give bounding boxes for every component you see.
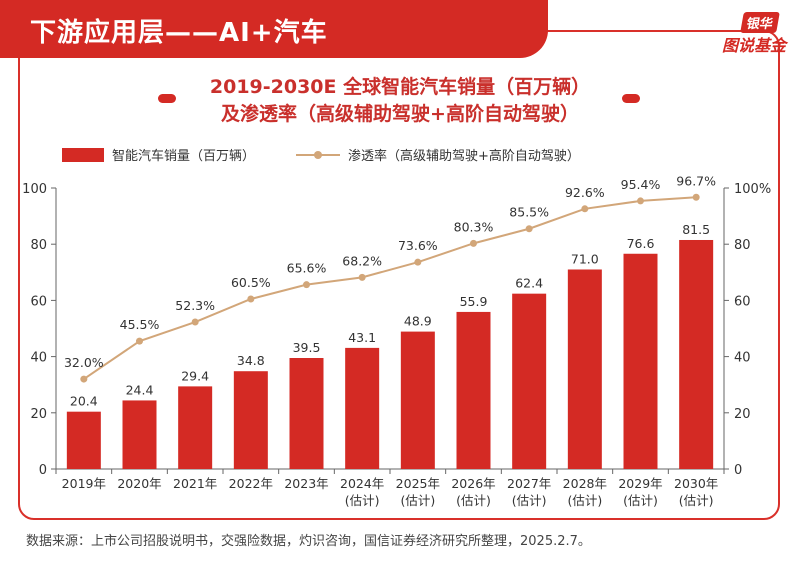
line-value-label: 73.6% [398,238,438,253]
y-left-tick-label: 40 [30,351,47,366]
logo-text-bottom: 图说基金 [721,36,786,55]
bar [400,331,435,469]
y-right-tick-label: 100% [734,182,771,197]
bar-value-label: 43.1 [348,330,376,345]
line-value-label: 60.5% [231,275,271,290]
y-right-tick-label: 20 [734,407,751,422]
bar [345,347,380,469]
line-value-label: 95.4% [621,177,661,192]
line-point [303,281,310,289]
bar [233,371,268,469]
bar-value-label: 71.0 [571,251,599,266]
x-tick-label: 2023年 [284,476,328,491]
line-value-label: 32.0% [64,355,104,370]
bar-value-label: 55.9 [460,294,488,309]
line-value-label: 65.6% [287,261,327,276]
bar-value-label: 29.4 [181,368,209,383]
bar [289,358,324,469]
line-point [470,239,477,247]
line-value-label: 85.5% [509,205,549,220]
line-point [414,258,422,266]
bar-value-label: 76.6 [627,236,655,251]
page-title: 下游应用层——AI+汽车 [30,18,328,48]
bar [567,269,602,469]
line-point [80,375,88,383]
line-value-label: 80.3% [454,219,494,234]
x-tick-label: 2024年 [340,476,384,491]
x-tick-label: 2030年 [674,476,718,491]
line-value-label: 96.7% [676,173,716,188]
source-note: 数据来源：上市公司招股说明书，交强险数据，灼识咨询，国信证券经济研究所整理，20… [26,534,591,549]
title-decoration-right [622,94,640,103]
bar [623,253,658,469]
chart-title-line1: 2019-2030E 全球智能汽车销量（百万辆） [209,76,591,98]
bar-value-label: 39.5 [293,340,321,355]
brand-logo: 银华 图说基金 [696,12,786,56]
line-point [358,273,366,281]
line-value-label: 45.5% [120,317,160,332]
line-point [191,318,199,326]
legend-bar-swatch [62,147,104,162]
line-value-label: 52.3% [175,298,215,313]
bar [178,386,213,469]
chart-title-line2: 及渗透率（高级辅助驾驶+高阶自动驾驶） [221,103,579,125]
line-value-label: 68.2% [342,253,382,268]
y-left-tick-label: 60 [30,294,47,309]
y-left-tick-label: 80 [30,238,47,253]
bar-value-label: 24.4 [126,382,154,397]
x-tick-label: 2026年 [451,476,495,491]
x-tick-label: (估计) [400,493,435,508]
line-point [136,337,143,345]
line-point [525,225,533,233]
x-tick-label: (估计) [345,493,380,508]
y-right-tick-label: 40 [734,351,751,366]
line-point [581,205,589,213]
bar-value-label: 20.4 [70,394,98,409]
line-point [247,295,255,303]
bar-value-label: 62.4 [515,276,543,291]
x-tick-label: 2028年 [563,476,607,491]
bar [122,400,157,469]
bar [456,311,491,469]
y-right-tick-label: 60 [734,294,751,309]
legend-line-label: 渗透率（高级辅助驾驶+高阶自动驾驶） [348,149,580,164]
x-tick-label: (估计) [623,493,658,508]
y-right-tick-label: 0 [734,463,742,478]
x-tick-label: (估计) [567,493,602,508]
penetration-rate-line [83,196,697,380]
x-tick-label: 2019年 [62,476,106,491]
bar [512,293,547,469]
bar [679,239,714,469]
x-tick-label: 2025年 [396,476,440,491]
y-right-tick-label: 80 [734,238,751,253]
bar-value-label: 48.9 [404,314,432,329]
bar-value-label: 34.8 [237,353,265,368]
line-point [637,197,644,205]
y-left-tick-label: 0 [39,463,47,478]
x-tick-label: (估计) [512,493,547,508]
y-left-tick-label: 100 [22,182,47,197]
y-left-tick-label: 20 [30,407,47,422]
legend-bar: 智能汽车销量（百万辆） [62,145,255,164]
legend-line: 渗透率（高级辅助驾驶+高阶自动驾驶） [296,145,580,164]
x-tick-label: 2029年 [618,476,662,491]
bar-value-label: 81.5 [682,222,710,237]
x-tick-label: (估计) [679,493,714,508]
legend-line-swatch [296,148,340,162]
line-value-label: 92.6% [565,185,605,200]
x-tick-label: 2022年 [229,476,273,491]
x-tick-label: (估计) [456,493,491,508]
x-tick-label: 2021年 [173,476,217,491]
header-bar: 下游应用层——AI+汽车 [0,0,548,58]
x-tick-label: 2027年 [507,476,551,491]
bar [66,411,101,469]
title-decoration-left [158,94,176,103]
x-tick-label: 2020年 [117,476,161,491]
legend-bar-label: 智能汽车销量（百万辆） [112,149,256,164]
line-point [692,193,700,201]
